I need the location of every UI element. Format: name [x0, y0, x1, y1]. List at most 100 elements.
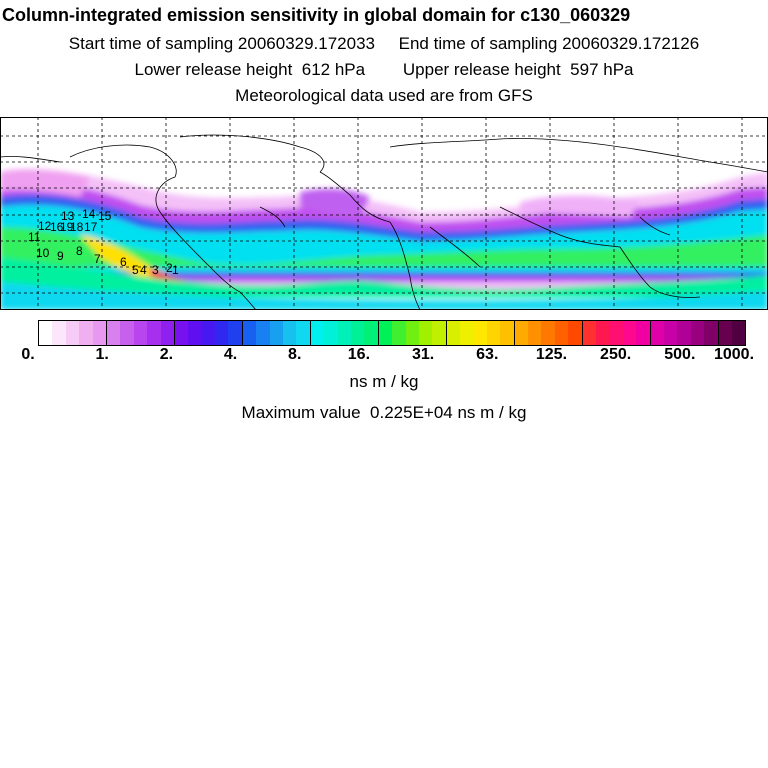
colorbar-segment: [718, 321, 732, 345]
colorbar-segment: [731, 321, 746, 345]
colorbar-tick-label: 1.: [95, 346, 109, 363]
colorbar-segment: [378, 321, 393, 345]
colorbar-segment: [188, 321, 202, 345]
colorbar-segment: [636, 321, 651, 345]
pink-blob-asia: [520, 195, 640, 217]
track-label: 18: [70, 220, 84, 234]
colorbar-tick-label: 4.: [223, 346, 238, 363]
colorbar-segment: [147, 321, 161, 345]
colorbar-segment: [106, 321, 121, 345]
track-label: 14: [82, 207, 96, 221]
colorbar-segment: [392, 321, 406, 345]
colorbar-segment: [160, 321, 175, 345]
colorbar-tick-label: 2.: [159, 346, 174, 363]
colorbar-tick-label: 16.: [347, 346, 371, 363]
colorbar-tick-label: 125.: [535, 346, 568, 363]
track-label: 19: [60, 220, 74, 234]
colorbar-tick-label: 0.: [21, 346, 35, 363]
colorbar-segment: [541, 321, 555, 345]
colorbar-units: ns m / kg: [349, 372, 419, 391]
colorbar: [38, 320, 746, 346]
colorbar-segment: [650, 321, 664, 345]
green-band: [0, 227, 768, 267]
colorbar-segment: [296, 321, 311, 345]
colorbar-tick-label: 31.: [411, 346, 435, 363]
track-label: 13: [61, 209, 75, 223]
colorbar-segment: [514, 321, 529, 345]
colorbar-segment: [486, 321, 501, 345]
track-label: 16: [50, 220, 64, 234]
track-label: 15: [98, 209, 112, 223]
track-label: 11: [28, 230, 41, 244]
colorbar-segment: [582, 321, 597, 345]
colorbar-segment: [460, 321, 474, 345]
colorbar-segment: [120, 321, 134, 345]
track-label: 2: [166, 261, 173, 275]
colorbar-segment: [350, 321, 365, 345]
colorbar-segment: [256, 321, 270, 345]
colorbar-segment: [704, 321, 719, 345]
track-label: 6: [120, 255, 127, 269]
lat-lon-grid: [0, 117, 768, 310]
colorbar-segment: [283, 321, 297, 345]
colorbar-segment: [663, 321, 678, 345]
track-label: 9: [57, 249, 64, 263]
colorbar-segment: [92, 321, 107, 345]
colorbar-segment: [324, 321, 338, 345]
track-label: 8: [76, 244, 83, 258]
colorbar-segment: [446, 321, 461, 345]
colorbar-segment: [52, 321, 66, 345]
sampling-times: Start time of sampling 20060329.172033 E…: [68, 34, 700, 53]
colorbar-segment: [215, 321, 229, 345]
colorbar-segment: [622, 321, 637, 345]
colorbar-segment: [473, 321, 487, 345]
track-label: 3: [152, 263, 159, 277]
track-label: 1: [172, 263, 179, 277]
track-label: 4: [140, 263, 147, 277]
yellow-core: [80, 235, 210, 293]
colorbar-tick-label: 250.: [600, 346, 632, 363]
track-label: 10: [36, 246, 50, 260]
colorbar-segment: [609, 321, 623, 345]
colorbar-segment: [405, 321, 419, 345]
cyan-south: [0, 282, 768, 310]
colorbar-segment: [39, 321, 53, 345]
green-south: [0, 257, 768, 297]
colorbar-tick-label: 63.: [476, 346, 499, 363]
colorbar-segment: [242, 321, 257, 345]
colorbar-segment: [432, 321, 447, 345]
track-label: 7: [94, 252, 101, 266]
colorbar-segment: [337, 321, 351, 345]
plot-title: Column-integrated emission sensitivity i…: [2, 5, 631, 25]
colorbar-segment: [554, 321, 569, 345]
pink-west-north: [0, 169, 90, 197]
world-map: 1 2 3 4 5 6 7 8 9 10 11 12 13 14 15 16 1…: [0, 117, 768, 310]
colorbar-segment: [310, 321, 325, 345]
colorbar-segment: [228, 321, 243, 345]
purple-north: [300, 188, 370, 217]
colorbar-segment: [133, 321, 148, 345]
colorbar-segment: [418, 321, 433, 345]
maximum-value: Maximum value 0.225E+04 ns m / kg: [241, 403, 527, 422]
colorbar-segment: [79, 321, 93, 345]
colorbar-tick-label: 8.: [288, 346, 302, 363]
met-data-source: Meteorological data used are from GFS: [235, 86, 533, 105]
colorbar-tick-label: 500.: [664, 346, 696, 363]
colorbar-segment: [568, 321, 583, 345]
track-label: 5: [132, 263, 139, 277]
colorbar-segment: [690, 321, 705, 345]
trajectory-labels: 1 2 3 4 5 6 7 8 9 10 11 12 13 14 15 16 1…: [28, 207, 179, 277]
colorbar-segment: [269, 321, 284, 345]
colorbar-segment: [201, 321, 216, 345]
colorbar-segment: [364, 321, 379, 345]
colorbar-segment: [65, 321, 80, 345]
colorbar-segment: [677, 321, 691, 345]
sensitivity-field: [0, 169, 768, 310]
track-label: 17: [84, 220, 98, 234]
colorbar-segment: [596, 321, 610, 345]
track-label: 12: [38, 219, 52, 233]
colorbar-segment: [528, 321, 542, 345]
colorbar-segment: [500, 321, 515, 345]
colorbar-segment: [174, 321, 189, 345]
colorbar-tick-label: 1000.: [713, 346, 755, 363]
